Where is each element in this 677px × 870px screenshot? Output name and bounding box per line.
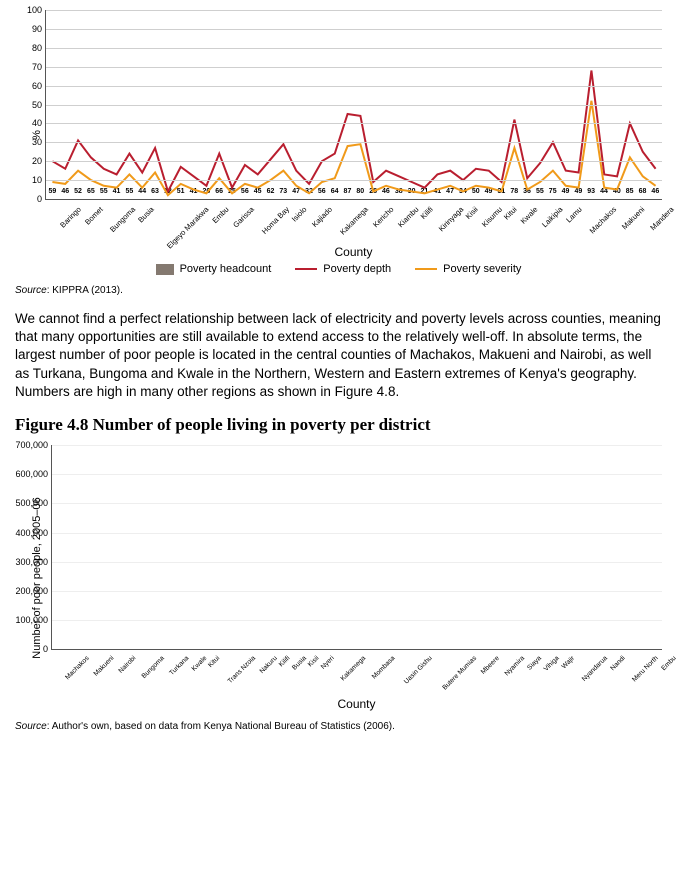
chart1: % 59465265554155446312514126662556456273…	[45, 10, 662, 259]
chart1-plot: 5946526555415544631251412666255645627347…	[45, 10, 662, 200]
source-1: Source: KIPPRA (2013).	[15, 285, 662, 296]
body-paragraph: We cannot find a perfect relationship be…	[15, 310, 662, 401]
chart2-y-label: Number of poor people, 2005–06	[31, 497, 43, 658]
chart2-xticks: MachakosMakueniNairobiBungomaTurkanaKwal…	[51, 650, 662, 659]
chart1-xticks: BaringoBometBungomaBusiaElgeyo MarakwaEm…	[45, 200, 662, 211]
chart1-legend: Poverty headcountPoverty depthPoverty se…	[15, 263, 662, 275]
chart1-x-title: County	[45, 245, 662, 259]
chart2: Number of poor people, 2005–06 0100,0002…	[51, 445, 662, 711]
chart2-bars	[52, 445, 662, 649]
source-2: Source: Author's own, based on data from…	[15, 721, 662, 732]
chart2-x-title: County	[51, 697, 662, 711]
figure-4-8-title: Figure 4.8 Number of people living in po…	[15, 415, 662, 435]
chart2-plot: 0100,000200,000300,000400,000500,000600,…	[51, 445, 662, 650]
